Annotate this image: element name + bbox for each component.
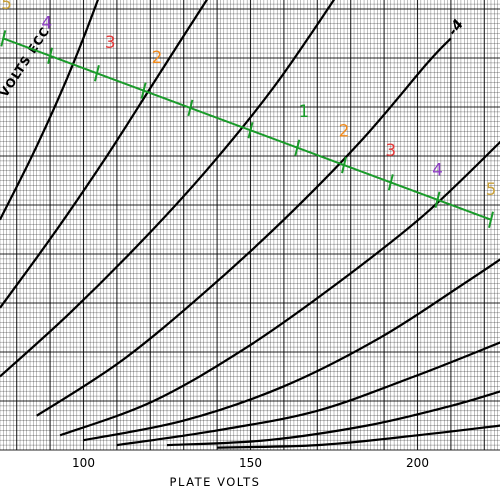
load-line-tick	[187, 99, 194, 117]
plate-curve-5	[59, 140, 500, 437]
annotation-9: 5	[486, 180, 497, 200]
load-line-tick	[294, 139, 301, 156]
x-axis-ticks: 100 150 200	[72, 456, 429, 470]
load-line	[2, 37, 492, 221]
plate-curves	[0, 0, 500, 449]
load-line-tick	[93, 64, 100, 82]
plate-curve-6	[83, 258, 500, 442]
plate-curve-3	[0, 0, 336, 378]
load-line-tick	[434, 191, 441, 209]
annotation-8: 4	[432, 161, 443, 181]
load-line-group	[0, 30, 494, 228]
plate-curve-4	[36, 37, 452, 417]
plate-curve-8	[166, 390, 500, 447]
load-line-tick	[387, 174, 394, 191]
x-tick-label: 200	[406, 456, 429, 470]
annotation-6: 2	[339, 121, 350, 141]
load-line-tick	[0, 30, 7, 47]
load-line-tick	[47, 47, 54, 65]
plate-curve-7	[116, 341, 500, 447]
annotation-1: 5	[1, 0, 12, 14]
load-line-tick	[341, 156, 347, 174]
load-line-tick	[140, 82, 147, 99]
annotation-7: 3	[385, 141, 396, 161]
x-tick-label: 100	[72, 456, 95, 470]
curve-label-4: -4	[445, 17, 467, 39]
plate-curve-1	[0, 0, 99, 221]
annotation-5: 1	[298, 102, 309, 122]
annotations: 5 4 3 2 1 2 3 4 5	[1, 0, 496, 200]
plate-curve-9	[217, 424, 500, 449]
x-axis-title: PLATE VOLTS	[170, 475, 261, 489]
annotation-2: 4	[41, 14, 52, 34]
load-line-tick	[488, 211, 494, 228]
annotation-3: 3	[105, 33, 116, 53]
x-tick-label: 150	[239, 456, 262, 470]
annotation-4: 2	[152, 48, 163, 68]
load-line-tick	[247, 122, 254, 139]
plate-curve-2	[0, 0, 209, 309]
